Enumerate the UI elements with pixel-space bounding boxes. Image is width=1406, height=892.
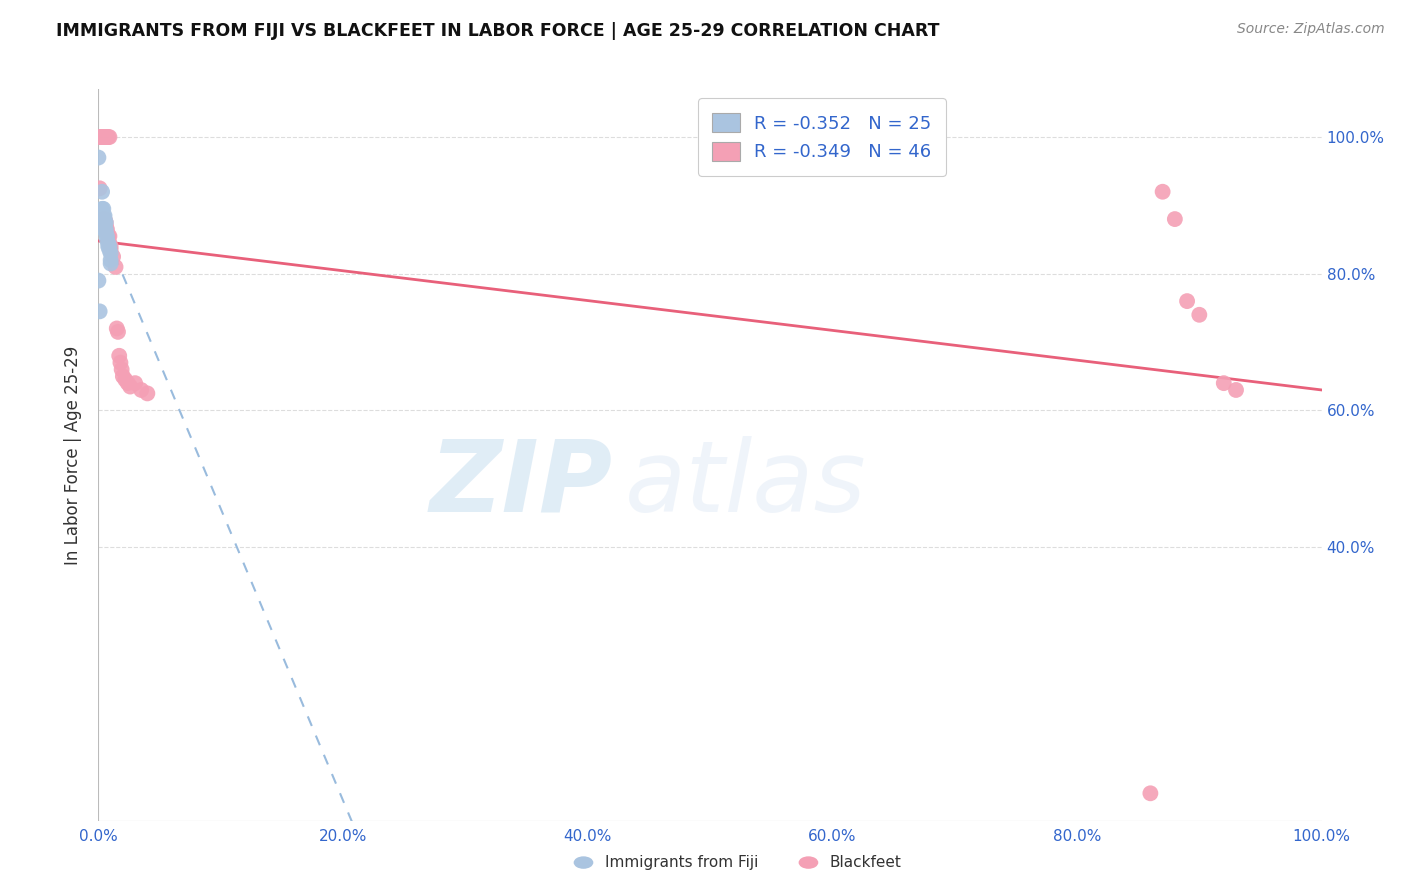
Point <box>97 235 120 250</box>
Point <box>94 222 117 236</box>
Point <box>93 209 115 223</box>
Point <box>96 130 118 145</box>
Y-axis label: In Labor Force | Age 25-29: In Labor Force | Age 25-29 <box>65 345 83 565</box>
Point <box>87 151 110 165</box>
Text: Blackfeet: Blackfeet <box>830 855 901 870</box>
Point <box>98 243 121 257</box>
Point <box>111 369 134 384</box>
Point <box>94 130 117 145</box>
Point <box>100 256 122 270</box>
Point <box>96 229 118 244</box>
Point <box>93 130 115 145</box>
Point <box>91 202 114 216</box>
Point <box>100 253 122 268</box>
Point <box>94 226 117 240</box>
Point <box>111 362 134 376</box>
Point <box>1175 294 1198 309</box>
Text: IMMIGRANTS FROM FIJI VS BLACKFEET IN LABOR FORCE | AGE 25-29 CORRELATION CHART: IMMIGRANTS FROM FIJI VS BLACKFEET IN LAB… <box>56 22 939 40</box>
Point <box>97 239 120 253</box>
Point <box>110 356 132 370</box>
Point <box>1225 383 1247 397</box>
Point <box>93 222 115 236</box>
Point <box>89 181 111 195</box>
Point <box>105 321 128 335</box>
Point <box>98 235 121 250</box>
Point <box>96 130 118 145</box>
Point <box>114 373 136 387</box>
Point <box>1164 212 1187 227</box>
Point <box>98 239 121 253</box>
Point <box>94 215 117 229</box>
Point <box>1212 376 1234 391</box>
Point <box>1152 185 1174 199</box>
Point <box>101 250 124 264</box>
Point <box>91 212 114 227</box>
Point <box>94 219 117 233</box>
Point <box>136 386 159 401</box>
Point <box>97 229 120 244</box>
Point <box>93 219 115 233</box>
Point <box>104 260 127 274</box>
Point <box>89 304 111 318</box>
Point <box>90 130 112 145</box>
Text: ZIP: ZIP <box>429 435 612 533</box>
Point <box>100 243 122 257</box>
Point <box>91 130 114 145</box>
Point <box>124 376 146 391</box>
Point <box>91 212 114 227</box>
Point <box>94 222 117 236</box>
Point <box>87 274 110 288</box>
Point <box>100 246 122 260</box>
Point <box>93 215 115 229</box>
Point <box>117 376 139 391</box>
Point <box>96 233 118 247</box>
Text: Immigrants from Fiji: Immigrants from Fiji <box>605 855 758 870</box>
Point <box>94 130 117 145</box>
Point <box>94 215 117 229</box>
Text: Source: ZipAtlas.com: Source: ZipAtlas.com <box>1237 22 1385 37</box>
Point <box>129 383 152 397</box>
Point <box>93 212 115 227</box>
Point <box>89 130 111 145</box>
Point <box>93 130 115 145</box>
Text: atlas: atlas <box>624 435 866 533</box>
Point <box>93 212 115 227</box>
Point <box>96 222 118 236</box>
Point <box>120 379 142 393</box>
Point <box>107 325 129 339</box>
Point <box>91 130 114 145</box>
Point <box>108 349 131 363</box>
Point <box>91 209 114 223</box>
Point <box>98 130 121 145</box>
Point <box>98 229 121 244</box>
Point <box>1139 786 1161 800</box>
Point <box>1188 308 1211 322</box>
Point <box>91 185 114 199</box>
Point <box>91 130 114 145</box>
Point <box>97 130 120 145</box>
Legend: R = -0.352   N = 25, R = -0.349   N = 46: R = -0.352 N = 25, R = -0.349 N = 46 <box>697 98 946 176</box>
Point <box>100 239 122 253</box>
Point <box>91 202 114 216</box>
